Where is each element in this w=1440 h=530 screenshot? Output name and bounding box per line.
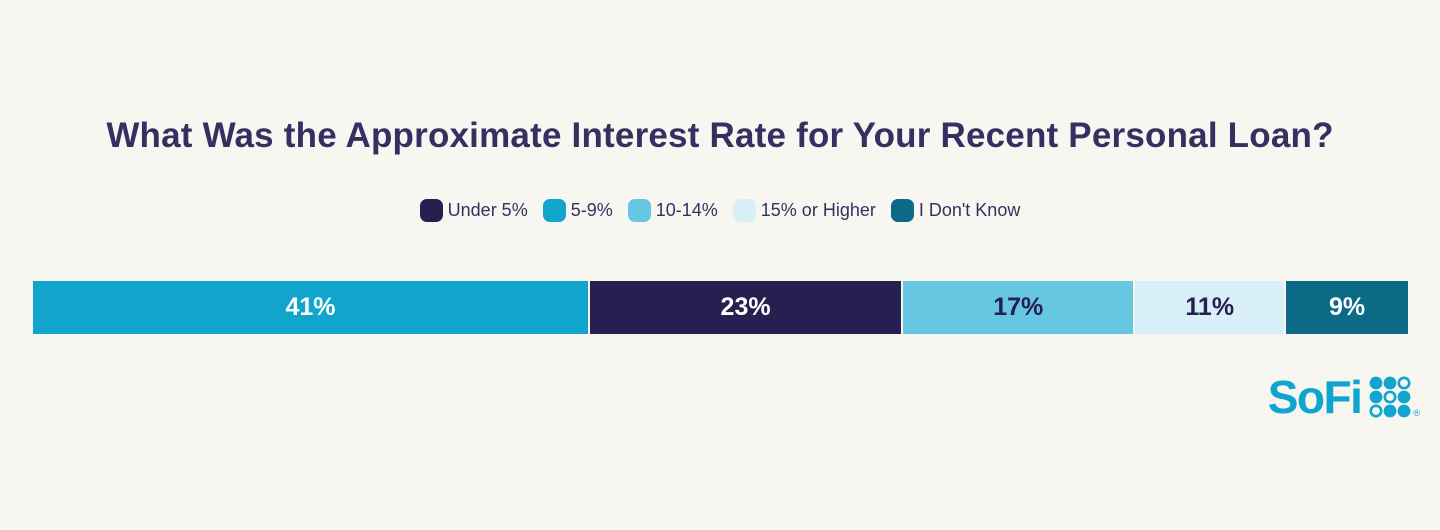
legend-item: 10-14% [627,199,718,222]
legend-item: Under 5% [419,199,528,222]
legend-swatch [419,199,443,222]
bar-segment: 17% [903,281,1134,334]
chart-title: What Was the Approximate Interest Rate f… [106,116,1334,155]
chart-legend: Under 5% 5-9% 10-14% 15% or Higher I Don… [0,199,1440,222]
bar-segment: 23% [589,281,902,334]
sofi-logo-text: SoFi [1267,371,1363,423]
legend-swatch [890,199,914,222]
legend-item: 15% or Higher [732,199,876,222]
legend-label: 10-14% [655,200,718,220]
legend-item: I Don't Know [890,199,1021,222]
bar-segment-value: 9% [1329,293,1366,321]
sofi-dot-grid-icon [1369,376,1411,418]
legend-swatch [627,199,651,222]
legend-label: I Don't Know [918,200,1021,220]
legend-label: 5-9% [570,200,613,220]
bar-segment-value: 17% [993,293,1044,321]
sofi-logo: SoFi ® [1268,374,1420,420]
bar-segment: 11% [1135,281,1285,334]
stacked-bar: 41% 23% 17% 11% 9% [33,281,1408,334]
bar-segment-value: 23% [720,293,771,321]
bar-segment-value: 11% [1185,293,1235,321]
bar-segment: 41% [33,281,588,334]
bar-segment-value: 41% [285,293,336,321]
legend-label: 15% or Higher [760,200,876,220]
legend-item: 5-9% [542,199,613,222]
legend-label: Under 5% [447,200,528,220]
legend-swatch [732,199,756,222]
registered-trademark: ® [1413,408,1420,418]
bar-segment: 9% [1286,281,1408,334]
legend-swatch [542,199,566,222]
